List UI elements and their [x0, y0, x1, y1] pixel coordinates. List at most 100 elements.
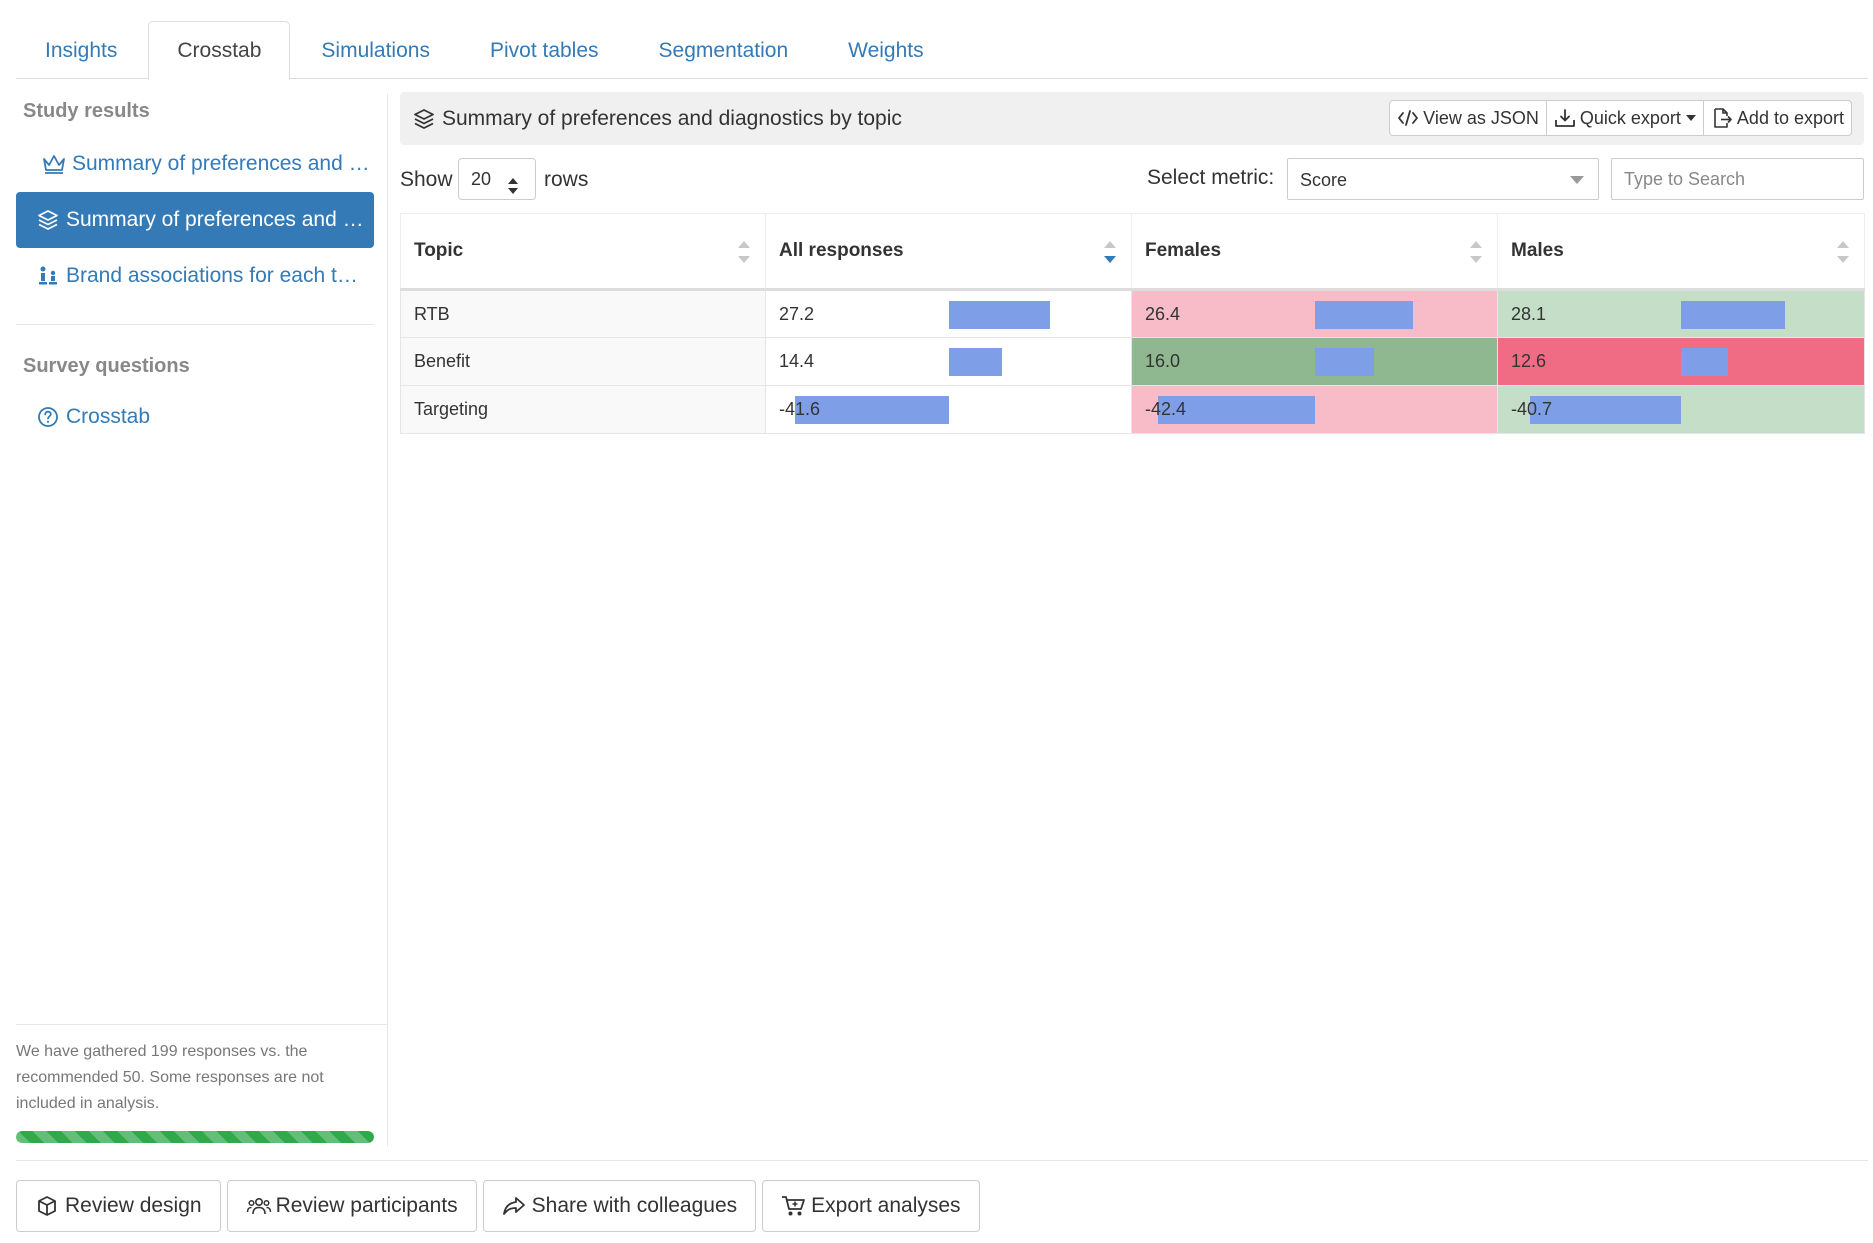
table-search-input[interactable]: [1611, 158, 1864, 200]
review-design-button[interactable]: Review design: [16, 1180, 221, 1232]
caret-down-icon: [1685, 115, 1696, 121]
value-cell: 12.6: [1497, 337, 1865, 386]
value-bar: [795, 396, 949, 424]
add-to-export-label: Add to export: [1736, 107, 1844, 128]
value-bar: [1681, 348, 1728, 376]
crown-icon: [40, 150, 68, 178]
value-bar: [1315, 301, 1413, 329]
value-cell: 26.4: [1131, 289, 1498, 338]
review-participants-label: Review participants: [275, 1194, 458, 1217]
tab-simulations[interactable]: Simulations: [321, 39, 430, 62]
value-bar: [1530, 396, 1681, 424]
value-cell: 28.1: [1497, 289, 1865, 338]
sidebar-item-label: Summary of preferences and diagnostics: [72, 152, 372, 175]
metric-select-value: Score: [1300, 170, 1348, 190]
column-header-label: Females: [1145, 240, 1222, 261]
crosstab-table: Topic All responses Females Males RTB 27.…: [400, 213, 1865, 434]
value-cell: 16.0: [1131, 337, 1498, 386]
cell-value: 26.4: [1145, 303, 1181, 324]
add-to-export-button[interactable]: Add to export: [1702, 100, 1852, 136]
panel-title: Summary of preferences and diagnostics b…: [400, 106, 902, 132]
topic-cell: RTB: [400, 289, 766, 338]
responses-status: We have gathered 199 responses vs. the r…: [16, 1024, 388, 1143]
review-design-label: Review design: [65, 1194, 202, 1217]
bottom-actions: Review design Review participants Share …: [16, 1180, 986, 1232]
rows-label: rows: [544, 168, 589, 191]
share-label: Share with colleagues: [531, 1194, 738, 1217]
sidebar-divider: [16, 324, 374, 325]
cell-value: 27.2: [779, 303, 815, 324]
export-analyses-button[interactable]: Export analyses: [762, 1180, 980, 1232]
sidebar-item-brand-associations[interactable]: Brand associations for each topic: [16, 248, 374, 304]
cell-value: 16.0: [1145, 351, 1181, 371]
tab-weights[interactable]: Weights: [848, 39, 924, 62]
table-row: RTB 27.2 26.4 28.1: [400, 289, 1865, 338]
sort-icon: [1469, 237, 1483, 267]
value-cell: 14.4: [765, 337, 1132, 386]
bottom-divider: [16, 1160, 1868, 1161]
value-cell: -41.6: [765, 385, 1132, 434]
value-bar: [1158, 396, 1315, 424]
cell-value: -40.7: [1511, 399, 1553, 419]
column-header-label: All responses: [779, 240, 904, 261]
value-bar: [949, 301, 1050, 329]
question-circle-icon: [34, 403, 62, 431]
table-row: Benefit 14.4 16.0 12.6: [400, 337, 1865, 386]
cart-icon: [781, 1193, 807, 1219]
tab-pivot-tables[interactable]: Pivot tables: [489, 39, 599, 62]
rows-per-page-select[interactable]: 20: [458, 158, 536, 200]
sidebar-item-label: Summary of preferences and diagnostics b…: [66, 208, 366, 231]
table-row: Targeting -41.6 -42.4 -40.7: [400, 385, 1865, 434]
cell-value: -41.6: [779, 399, 821, 419]
main-tabs: Insights Crosstab Simulations Pivot tabl…: [16, 21, 1868, 80]
select-arrows-icon: [507, 170, 519, 194]
sidebar-item-summary-by-topic[interactable]: Summary of preferences and diagnostics b…: [16, 192, 374, 248]
quick-export-button[interactable]: Quick export: [1545, 100, 1704, 136]
layers-icon: [34, 206, 62, 234]
column-header-males[interactable]: Males: [1497, 213, 1865, 291]
column-header-all-responses[interactable]: All responses: [765, 213, 1132, 291]
table-header-row: Topic All responses Females Males: [400, 213, 1865, 291]
review-participants-button[interactable]: Review participants: [226, 1180, 477, 1232]
tab-insights[interactable]: Insights: [45, 39, 118, 62]
column-header-label: Topic: [414, 240, 464, 261]
cube-icon: [35, 1193, 61, 1219]
sidebar: Study results Summary of preferences and…: [16, 94, 388, 1146]
code-icon: [1397, 107, 1419, 129]
tab-segmentation[interactable]: Segmentation: [658, 39, 789, 62]
export-analyses-label: Export analyses: [811, 1194, 961, 1217]
layers-icon: [412, 106, 438, 132]
column-header-females[interactable]: Females: [1131, 213, 1498, 291]
responses-progress-bar: [16, 1131, 374, 1143]
panel-actions: View as JSON Quick export Add to export: [1389, 100, 1852, 136]
topic-cell: Benefit: [400, 337, 766, 386]
people-icon: [34, 262, 62, 290]
cell-value: -42.4: [1145, 399, 1187, 419]
cell-value: 28.1: [1511, 303, 1547, 324]
share-icon: [502, 1193, 528, 1219]
sort-icon: [1103, 237, 1117, 267]
cell-value: 12.6: [1511, 351, 1547, 371]
sidebar-item-summary-preferences[interactable]: Summary of preferences and diagnostics: [16, 136, 374, 192]
value-cell: 27.2: [765, 289, 1132, 338]
sidebar-item-label: Brand associations for each topic: [66, 264, 366, 287]
value-bar: [1315, 348, 1375, 376]
sidebar-item-crosstab[interactable]: Crosstab: [16, 389, 374, 445]
tab-crosstab[interactable]: Crosstab: [148, 21, 291, 80]
download-icon: [1554, 107, 1576, 129]
value-cell: -40.7: [1497, 385, 1865, 434]
sort-icon: [737, 237, 751, 267]
show-label: Show: [400, 168, 453, 191]
study-results-heading: Study results: [23, 100, 150, 122]
share-button[interactable]: Share with colleagues: [482, 1180, 757, 1232]
topic-cell: Targeting: [400, 385, 766, 434]
users-icon: [246, 1193, 272, 1219]
sort-icon: [1836, 237, 1850, 267]
metric-select[interactable]: Score: [1287, 158, 1599, 200]
dropdown-arrow-icon: [1570, 176, 1584, 184]
view-json-button[interactable]: View as JSON: [1389, 100, 1547, 136]
column-header-label: Males: [1511, 240, 1564, 261]
value-bar: [949, 348, 1003, 376]
column-header-topic[interactable]: Topic: [400, 213, 766, 291]
file-export-icon: [1711, 107, 1733, 129]
